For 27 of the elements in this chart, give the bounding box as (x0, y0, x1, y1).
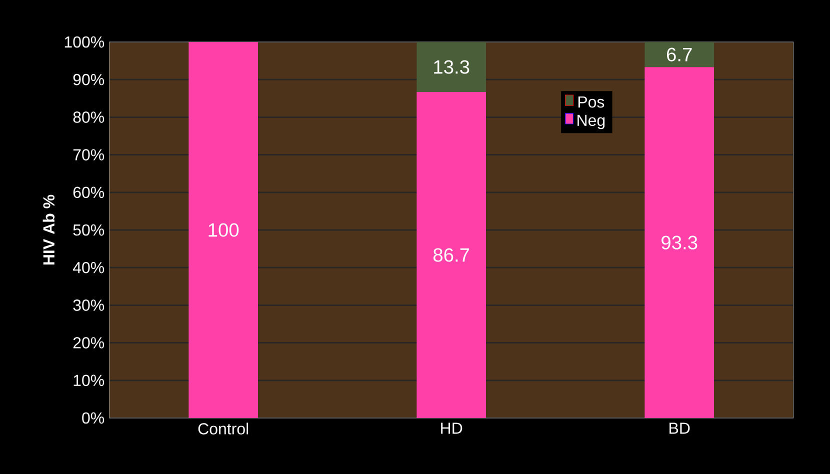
data-label: 100 (208, 223, 239, 237)
y-tick-label: 80% (73, 112, 104, 123)
bar (644, 67, 714, 418)
data-label: 13.3 (434, 60, 470, 74)
data-label: 93.3 (662, 236, 698, 250)
y-tick-label: 10% (74, 374, 104, 386)
y-tick-label: 90% (73, 74, 104, 86)
bar (416, 42, 486, 92)
x-tick-label: BD (670, 422, 690, 434)
x-tick-label: Control (198, 422, 248, 434)
y-tick-label: 0% (82, 412, 104, 424)
y-tick-label: 40% (72, 262, 104, 274)
legend-label: Pos (578, 96, 604, 108)
bar (644, 42, 714, 68)
x-tick-label: HD (441, 422, 462, 434)
y-tick-label: 20% (73, 337, 104, 348)
bar (188, 42, 258, 418)
y-tick-label: 50% (73, 224, 104, 236)
bar (416, 92, 486, 418)
y-tick-label: 100% (64, 36, 104, 48)
data-label: 86.7 (433, 248, 470, 262)
legend-label: Neg (578, 114, 605, 130)
y-tick-label: 30% (73, 300, 104, 311)
y-axis-title: HIV Ab % (42, 194, 55, 264)
data-label: 6.7 (666, 48, 692, 62)
y-tick-label: 70% (73, 149, 104, 160)
y-tick-label: 60% (73, 186, 104, 198)
